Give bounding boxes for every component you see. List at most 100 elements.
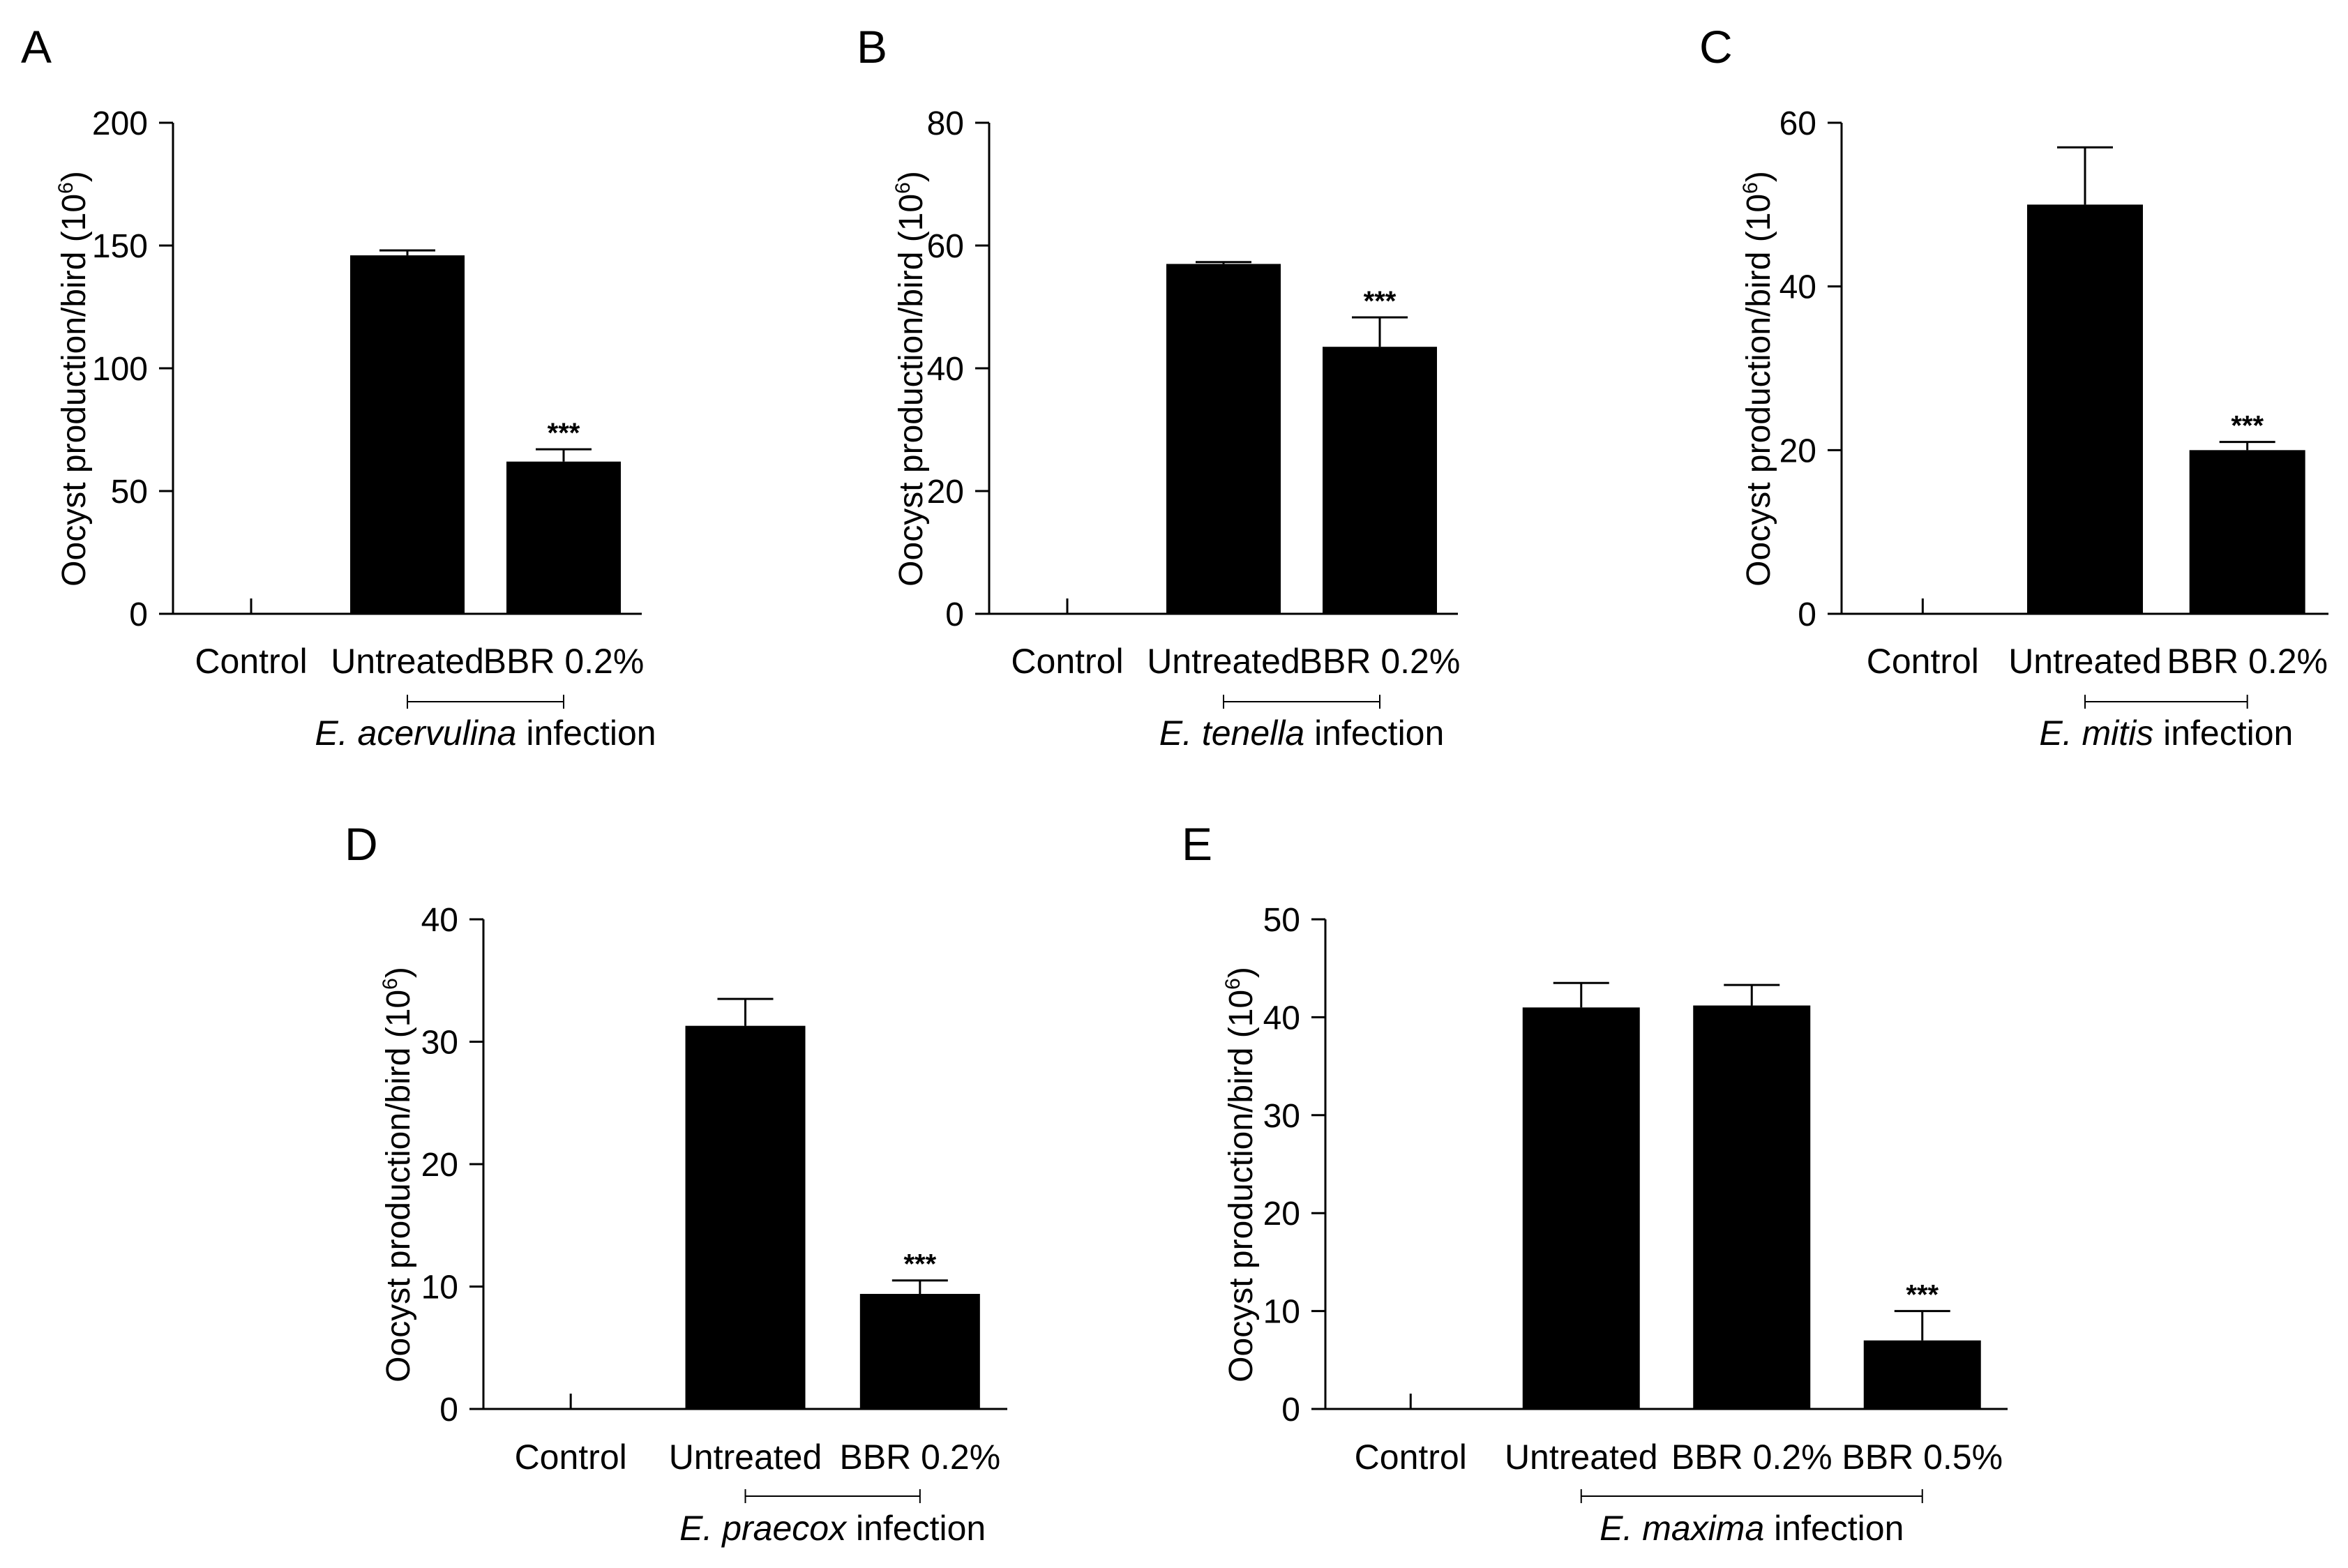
category-label: BBR 0.2% (839, 1438, 1000, 1477)
y-axis-label-superscript: 6 (891, 182, 915, 194)
infection-species: E. mitis (2039, 714, 2153, 753)
category-label: Untreated (2008, 642, 2162, 681)
bar (1323, 347, 1437, 614)
category-label: BBR 0.2% (1671, 1438, 1833, 1477)
category-label: Control (195, 642, 307, 681)
y-axis-label-superscript: 6 (54, 182, 77, 194)
y-tick-label: 0 (1798, 596, 1816, 633)
y-axis-label: Oocyst production/bird (106) (379, 967, 417, 1382)
y-axis-label: Oocyst production/bird (106) (1221, 967, 1260, 1382)
y-tick-label: 100 (92, 351, 148, 388)
bar (685, 1025, 806, 1409)
y-tick-label: 40 (1779, 269, 1816, 306)
panel-letter: E (1182, 818, 1212, 870)
panel-letter: A (21, 21, 52, 73)
infection-label: E. mitis infection (2039, 714, 2293, 753)
category-label: Control (1355, 1438, 1467, 1477)
panel-letter: C (1699, 21, 1733, 73)
infection-word: infection (2153, 714, 2293, 753)
y-axis-label-main: Oocyst production/bird (10 (893, 194, 930, 587)
y-tick-label: 60 (1779, 105, 1816, 142)
infection-word: infection (1304, 714, 1444, 753)
y-axis-label-superscript: 6 (1221, 978, 1244, 990)
y-tick-label: 10 (421, 1269, 458, 1306)
y-tick-label: 150 (92, 228, 148, 265)
infection-word: infection (846, 1509, 986, 1548)
category-label: BBR 0.2% (2167, 642, 2328, 681)
category-label: BBR 0.2% (483, 642, 645, 681)
category-label: BBR 0.2% (1300, 642, 1461, 681)
y-axis-label-end: ) (380, 967, 417, 978)
y-tick-label: 0 (129, 596, 148, 633)
panel-letter: D (345, 818, 378, 870)
bar (2027, 204, 2143, 614)
y-tick-label: 200 (92, 105, 148, 142)
y-tick-label: 0 (439, 1392, 458, 1428)
y-tick-label: 50 (111, 474, 148, 511)
infection-label: E. praecox infection (679, 1509, 986, 1548)
category-label: Control (515, 1438, 627, 1477)
infection-label: E. acervulina infection (315, 714, 656, 753)
infection-label: E. tenella infection (1159, 714, 1445, 753)
infection-species: E. maxima (1600, 1509, 1764, 1548)
y-axis-label-end: ) (893, 171, 930, 182)
category-label: Untreated (331, 642, 484, 681)
infection-species: E. praecox (679, 1509, 848, 1548)
bar (2189, 450, 2305, 614)
bar (350, 255, 465, 615)
y-axis-label: Oocyst production/bird (106) (1739, 171, 1777, 587)
y-tick-label: 50 (1263, 902, 1300, 939)
y-tick-label: 30 (1263, 1098, 1300, 1135)
y-axis-label-main: Oocyst production/bird (10 (380, 990, 417, 1382)
y-tick-label: 60 (927, 228, 964, 265)
y-tick-label: 20 (1263, 1196, 1300, 1232)
significance-label: *** (903, 1249, 936, 1280)
significance-label: *** (2231, 411, 2264, 442)
y-axis-label-end: ) (1740, 171, 1777, 182)
y-axis-label-superscript: 6 (1739, 182, 1762, 194)
category-label: Untreated (669, 1438, 822, 1477)
bar (1863, 1340, 1981, 1409)
y-tick-label: 80 (927, 105, 964, 142)
y-axis-label-main: Oocyst production/bird (10 (1740, 194, 1777, 587)
category-label: Untreated (1505, 1438, 1658, 1477)
chart-panel-b: B 0 20 40 60 80 Oocyst production/bird (106) Co… (857, 21, 1460, 753)
y-tick-label: 0 (1281, 1392, 1300, 1428)
infection-word: infection (1764, 1509, 1904, 1548)
y-axis-label-end: ) (56, 171, 93, 182)
bar (1522, 1007, 1640, 1409)
y-tick-label: 40 (1263, 1000, 1300, 1036)
y-tick-label: 20 (421, 1147, 458, 1184)
y-tick-label: 30 (421, 1025, 458, 1062)
infection-species: E. tenella (1159, 714, 1304, 753)
category-label: Control (1867, 642, 1979, 681)
category-label: Control (1011, 642, 1123, 681)
significance-label: *** (1364, 286, 1397, 317)
significance-label: *** (1906, 1280, 1939, 1311)
y-axis-label: Oocyst production/bird (106) (891, 171, 930, 587)
significance-label: *** (548, 418, 580, 448)
y-tick-label: 20 (1779, 432, 1816, 469)
y-tick-label: 40 (421, 902, 458, 939)
y-tick-label: 40 (927, 351, 964, 388)
infection-species: E. acervulina (315, 714, 516, 753)
y-axis-label-superscript: 6 (379, 978, 402, 990)
y-tick-label: 20 (927, 474, 964, 511)
category-label: BBR 0.5% (1842, 1438, 2003, 1477)
y-tick-label: 0 (945, 596, 964, 633)
bar (859, 1294, 980, 1409)
category-label: Untreated (1147, 642, 1300, 681)
y-axis-label: Oocyst production/bird (106) (54, 171, 93, 587)
y-tick-label: 10 (1263, 1294, 1300, 1331)
infection-word: infection (516, 714, 656, 753)
bar (1166, 264, 1281, 614)
y-axis-label-main: Oocyst production/bird (10 (1223, 990, 1260, 1382)
y-axis-label-end: ) (1223, 967, 1260, 978)
y-axis-label-main: Oocyst production/bird (10 (56, 194, 93, 587)
bar (1693, 1005, 1811, 1409)
chart-panel-a: A 0 50 100 150 200 Oocyst production/bird (106… (21, 21, 656, 753)
